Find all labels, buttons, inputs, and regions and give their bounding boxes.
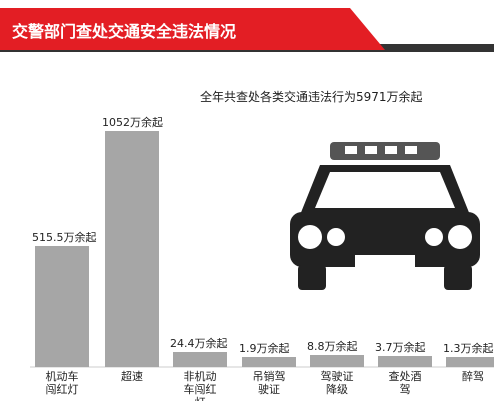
x-tick-label: 驾驶证降级	[319, 370, 355, 396]
x-tick-label: 非机动车闯红灯	[182, 370, 218, 401]
value-label: 1.9万余起	[239, 340, 290, 356]
bar	[446, 357, 494, 367]
x-tick-label: 超速	[114, 370, 150, 383]
x-tick-label: 吊销驾驶证	[251, 370, 287, 396]
x-tick-label: 机动车闯红灯	[44, 370, 80, 396]
chart-title: 交警部门查处交通安全违法情况	[12, 18, 236, 42]
bar	[242, 357, 296, 367]
infographic: 交警部门查处交通安全违法情况 全年共查处各类交通违法行为5971万余起 515.…	[0, 0, 494, 401]
bar	[173, 352, 227, 367]
bar	[378, 356, 432, 367]
x-tick-label: 醉驾	[455, 370, 491, 383]
bar	[310, 355, 364, 367]
bar	[105, 131, 159, 367]
value-label: 1052万余起	[102, 114, 163, 130]
value-label: 8.8万余起	[307, 338, 358, 354]
value-label: 3.7万余起	[375, 339, 426, 355]
value-label: 1.3万余起	[443, 340, 494, 356]
chart-subtitle: 全年共查处各类交通违法行为5971万余起	[200, 88, 423, 105]
bar	[35, 246, 89, 367]
value-label: 515.5万余起	[32, 229, 97, 245]
police-car	[290, 142, 480, 290]
value-label: 24.4万余起	[170, 335, 228, 351]
x-tick-label: 查处酒驾	[387, 370, 423, 396]
